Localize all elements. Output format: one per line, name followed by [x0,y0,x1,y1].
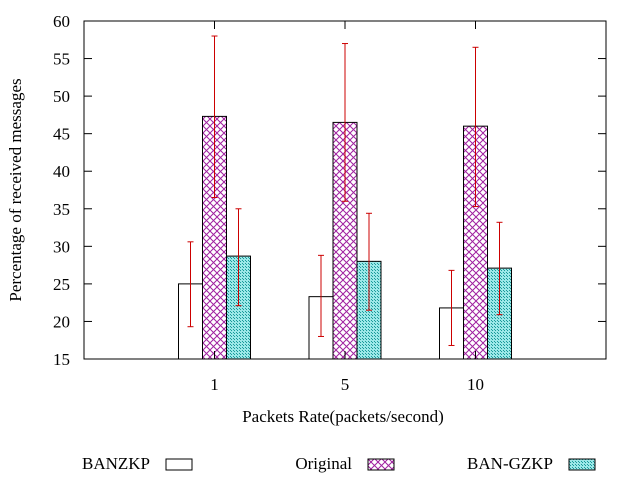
y-tick-label: 25 [53,275,70,294]
legend: BANZKP Original BAN-GZKP [82,454,596,473]
y-tick-label: 45 [53,125,70,144]
y-tick-label: 15 [53,350,70,369]
y-tick-label: 40 [53,162,70,181]
legend-label: Original [295,454,352,473]
y-tick-label: 50 [53,87,70,106]
x-axis-label: Packets Rate(packets/second) [242,407,444,426]
y-tick-label: 60 [53,12,70,31]
y-axis-label: Percentage of received messages [6,78,25,301]
y-tick-label: 55 [53,50,70,69]
legend-label: BAN-GZKP [467,454,553,473]
x-tick-label: 5 [341,375,350,394]
x-tick-label: 1 [210,375,219,394]
legend-label: BANZKP [82,454,150,473]
y-tick-label: 20 [53,312,70,331]
legend-swatch [367,458,395,471]
y-tick-label: 35 [53,200,70,219]
legend-swatch [568,458,596,471]
x-tick-label: 10 [467,375,484,394]
y-tick-label: 30 [53,237,70,256]
legend-swatch [165,458,193,471]
